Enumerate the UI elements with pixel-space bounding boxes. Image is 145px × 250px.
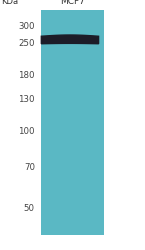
Text: 70: 70	[24, 163, 35, 172]
Text: 100: 100	[18, 127, 35, 136]
Text: KDa: KDa	[1, 0, 19, 6]
Bar	[41, 10, 104, 235]
Text: 180: 180	[18, 70, 35, 80]
Text: 50: 50	[24, 204, 35, 213]
Text: 250: 250	[18, 39, 35, 48]
Text: MCF7: MCF7	[60, 0, 85, 6]
Polygon shape	[41, 35, 99, 44]
Text: 130: 130	[18, 96, 35, 104]
Text: 300: 300	[18, 22, 35, 31]
